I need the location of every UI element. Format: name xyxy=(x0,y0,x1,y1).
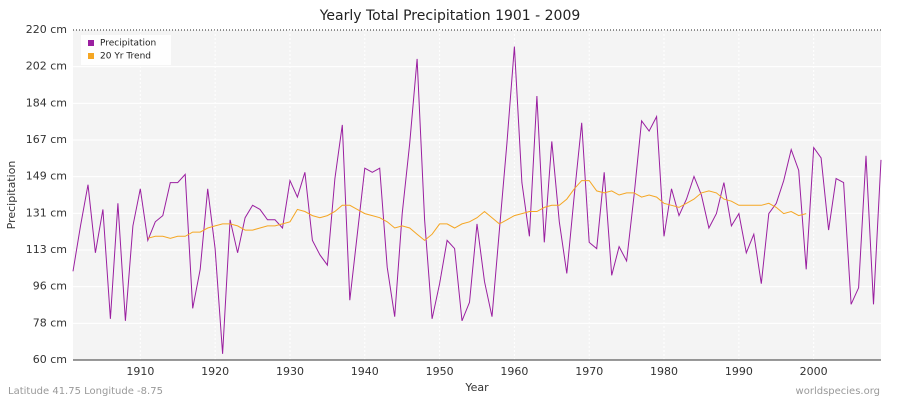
x-tick-label: 1950 xyxy=(426,365,454,378)
legend-label: 20 Yr Trend xyxy=(100,52,151,62)
y-tick-label: 184 cm xyxy=(26,96,67,109)
chart-title: Yearly Total Precipitation 1901 - 2009 xyxy=(319,8,581,24)
legend-box xyxy=(81,35,171,65)
x-tick-label: 1920 xyxy=(201,365,229,378)
legend-label: Precipitation xyxy=(100,39,156,49)
x-tick-label: 1910 xyxy=(126,365,154,378)
x-tick-label: 2000 xyxy=(800,365,828,378)
y-tick-label: 96 cm xyxy=(33,280,67,293)
legend: Precipitation 20 Yr Trend xyxy=(81,35,171,65)
footer-right: worldspecies.org xyxy=(796,386,880,397)
legend-swatch xyxy=(88,40,94,46)
y-tick-label: 78 cm xyxy=(33,316,67,329)
y-tick-label: 131 cm xyxy=(26,206,67,219)
x-tick-label: 1960 xyxy=(500,365,528,378)
y-axis-label: Precipitation xyxy=(5,161,18,230)
x-tick-label: 1970 xyxy=(575,365,603,378)
x-axis-label: Year xyxy=(464,381,489,394)
y-tick-label: 113 cm xyxy=(26,243,67,256)
y-tick-label: 202 cm xyxy=(26,60,67,73)
data-line xyxy=(147,180,807,242)
footer-left: Latitude 41.75 Longitude -8.75 xyxy=(8,386,163,397)
data-line xyxy=(72,46,882,354)
x-tick-label: 1980 xyxy=(650,365,678,378)
y-tick-label: 220 cm xyxy=(26,23,67,36)
legend-swatch xyxy=(88,53,94,59)
y-tick-label: 167 cm xyxy=(26,133,67,146)
y-tick-label: 149 cm xyxy=(26,170,67,183)
y-tick-label: 60 cm xyxy=(33,353,67,366)
x-tick-label: 1930 xyxy=(276,365,304,378)
x-tick-label: 1990 xyxy=(725,365,753,378)
plot-background xyxy=(73,30,881,360)
x-tick-label: 1940 xyxy=(351,365,379,378)
